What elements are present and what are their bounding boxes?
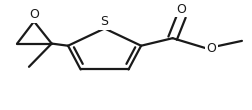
Text: O: O [207,42,216,55]
Text: S: S [101,15,109,28]
Text: O: O [29,8,39,21]
Text: O: O [176,3,186,16]
